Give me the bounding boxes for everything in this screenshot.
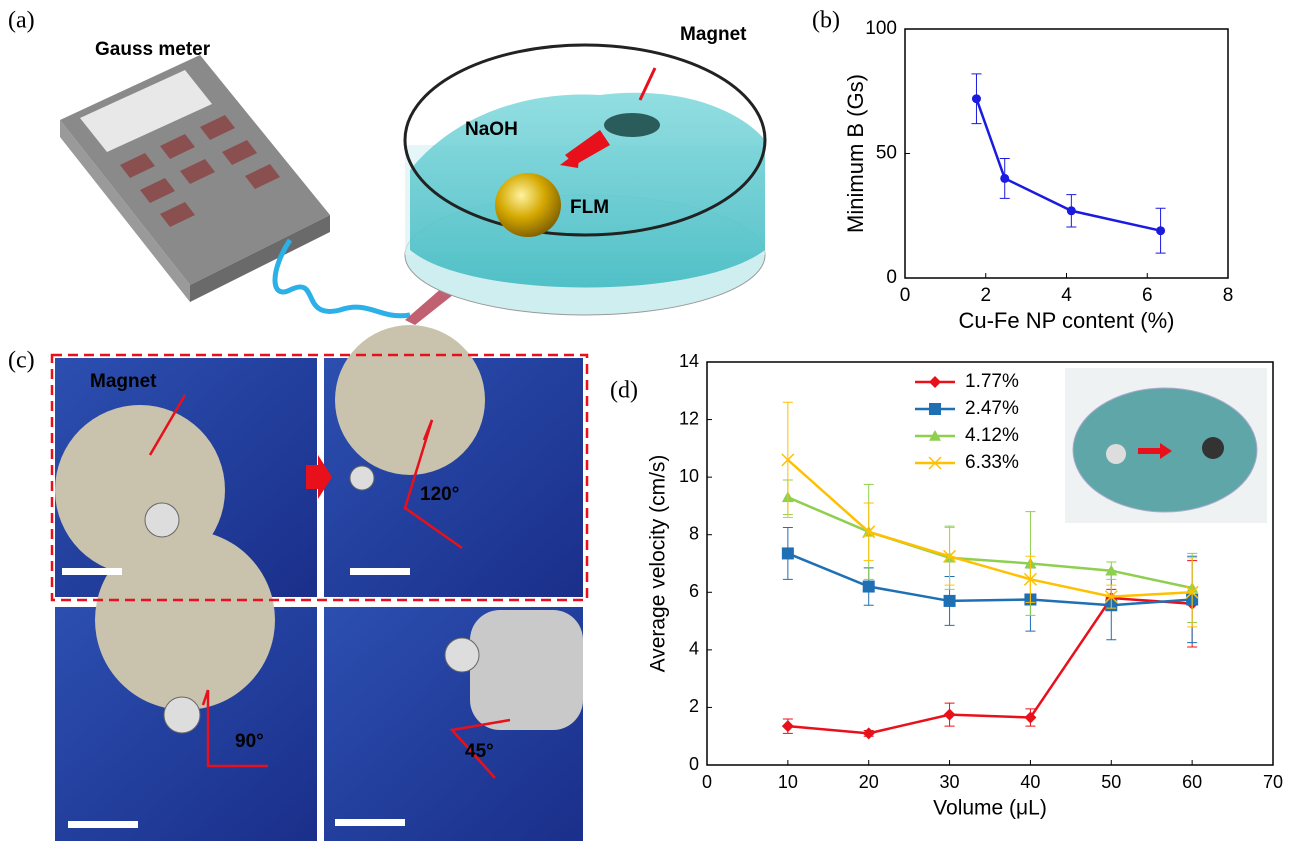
y-tick-label: 4 (689, 639, 699, 659)
y-tick-label: 0 (689, 754, 699, 774)
marker (781, 547, 794, 560)
x-tick-label: 40 (1020, 772, 1040, 792)
x-tick-label: 0 (702, 772, 712, 792)
panel-label: (b) (812, 8, 840, 34)
label: FLM (570, 197, 609, 218)
y-axis-label: Average velocity (cm/s) (647, 455, 670, 673)
legend-label: 2.47% (965, 398, 1019, 419)
marker (943, 708, 956, 721)
illustration: Gauss meter Magnet NaOH FLM (60, 24, 767, 325)
marker (781, 453, 795, 467)
x-tick-label: 8 (1223, 285, 1234, 306)
panel-label: (a) (8, 8, 35, 34)
x-tick-label: 70 (1263, 772, 1283, 792)
legend-label: 4.12% (965, 425, 1019, 446)
x-tick-label: 0 (900, 285, 911, 306)
legend-marker (929, 430, 941, 441)
line (787, 552, 1193, 607)
x-axis-label: Volume (μL) (933, 797, 1047, 820)
line (975, 98, 1161, 232)
x-tick-label: 20 (859, 772, 879, 792)
marker (943, 549, 957, 563)
legend-marker (929, 403, 941, 415)
line (787, 496, 1193, 590)
x-tick-label: 6 (1142, 285, 1153, 306)
marker (862, 580, 875, 593)
angle-label: 120° (420, 484, 459, 505)
marker (971, 94, 981, 104)
marker (1066, 206, 1076, 216)
plot-frame (706, 361, 1274, 766)
y-tick-label: 10 (679, 466, 699, 486)
label: Gauss meter (95, 39, 211, 60)
legend-label: 1.77% (965, 371, 1019, 392)
marker (862, 525, 876, 539)
marker (1156, 226, 1166, 236)
line (787, 596, 1193, 735)
label: Magnet (680, 24, 747, 45)
marker (1105, 564, 1118, 576)
plot-frame (904, 28, 1229, 279)
x-tick-label: 4 (1061, 285, 1072, 306)
y-tick-label: 100 (865, 18, 897, 39)
x-tick-label: 2 (980, 285, 991, 306)
line (787, 458, 1193, 598)
marker (781, 720, 794, 733)
y-tick-label: 14 (679, 351, 699, 371)
legend-marker (929, 376, 941, 388)
legend-label: 6.33% (965, 452, 1019, 473)
legend-marker (928, 456, 942, 470)
marker (1023, 572, 1037, 586)
y-tick-label: 0 (886, 267, 897, 288)
y-tick-label: 6 (689, 581, 699, 601)
label: Magnet (90, 371, 157, 392)
y-tick-label: 8 (689, 523, 699, 543)
marker (943, 594, 956, 607)
label: NaOH (465, 119, 518, 140)
y-tick-label: 50 (876, 143, 897, 164)
x-axis-label: Cu-Fe NP content (%) (958, 308, 1174, 333)
angle-label: 45° (465, 741, 494, 762)
marker (1185, 585, 1199, 599)
x-tick-label: 50 (1101, 772, 1121, 792)
angle-label: 90° (235, 731, 264, 752)
y-tick-label: 12 (679, 408, 699, 428)
x-tick-label: 10 (778, 772, 798, 792)
y-axis-label: Minimum B (Gs) (843, 74, 868, 233)
marker (1024, 711, 1037, 724)
photos: Magnet 120° 90° 45° (50, 325, 589, 841)
y-tick-label: 2 (689, 696, 699, 716)
marker (1000, 173, 1010, 183)
x-tick-label: 30 (940, 772, 960, 792)
marker (862, 727, 875, 740)
panel-label: (c) (8, 348, 35, 374)
marker (1104, 590, 1118, 604)
panel-label: (d) (610, 378, 638, 404)
x-tick-label: 60 (1182, 772, 1202, 792)
inset-photo (1065, 368, 1267, 523)
